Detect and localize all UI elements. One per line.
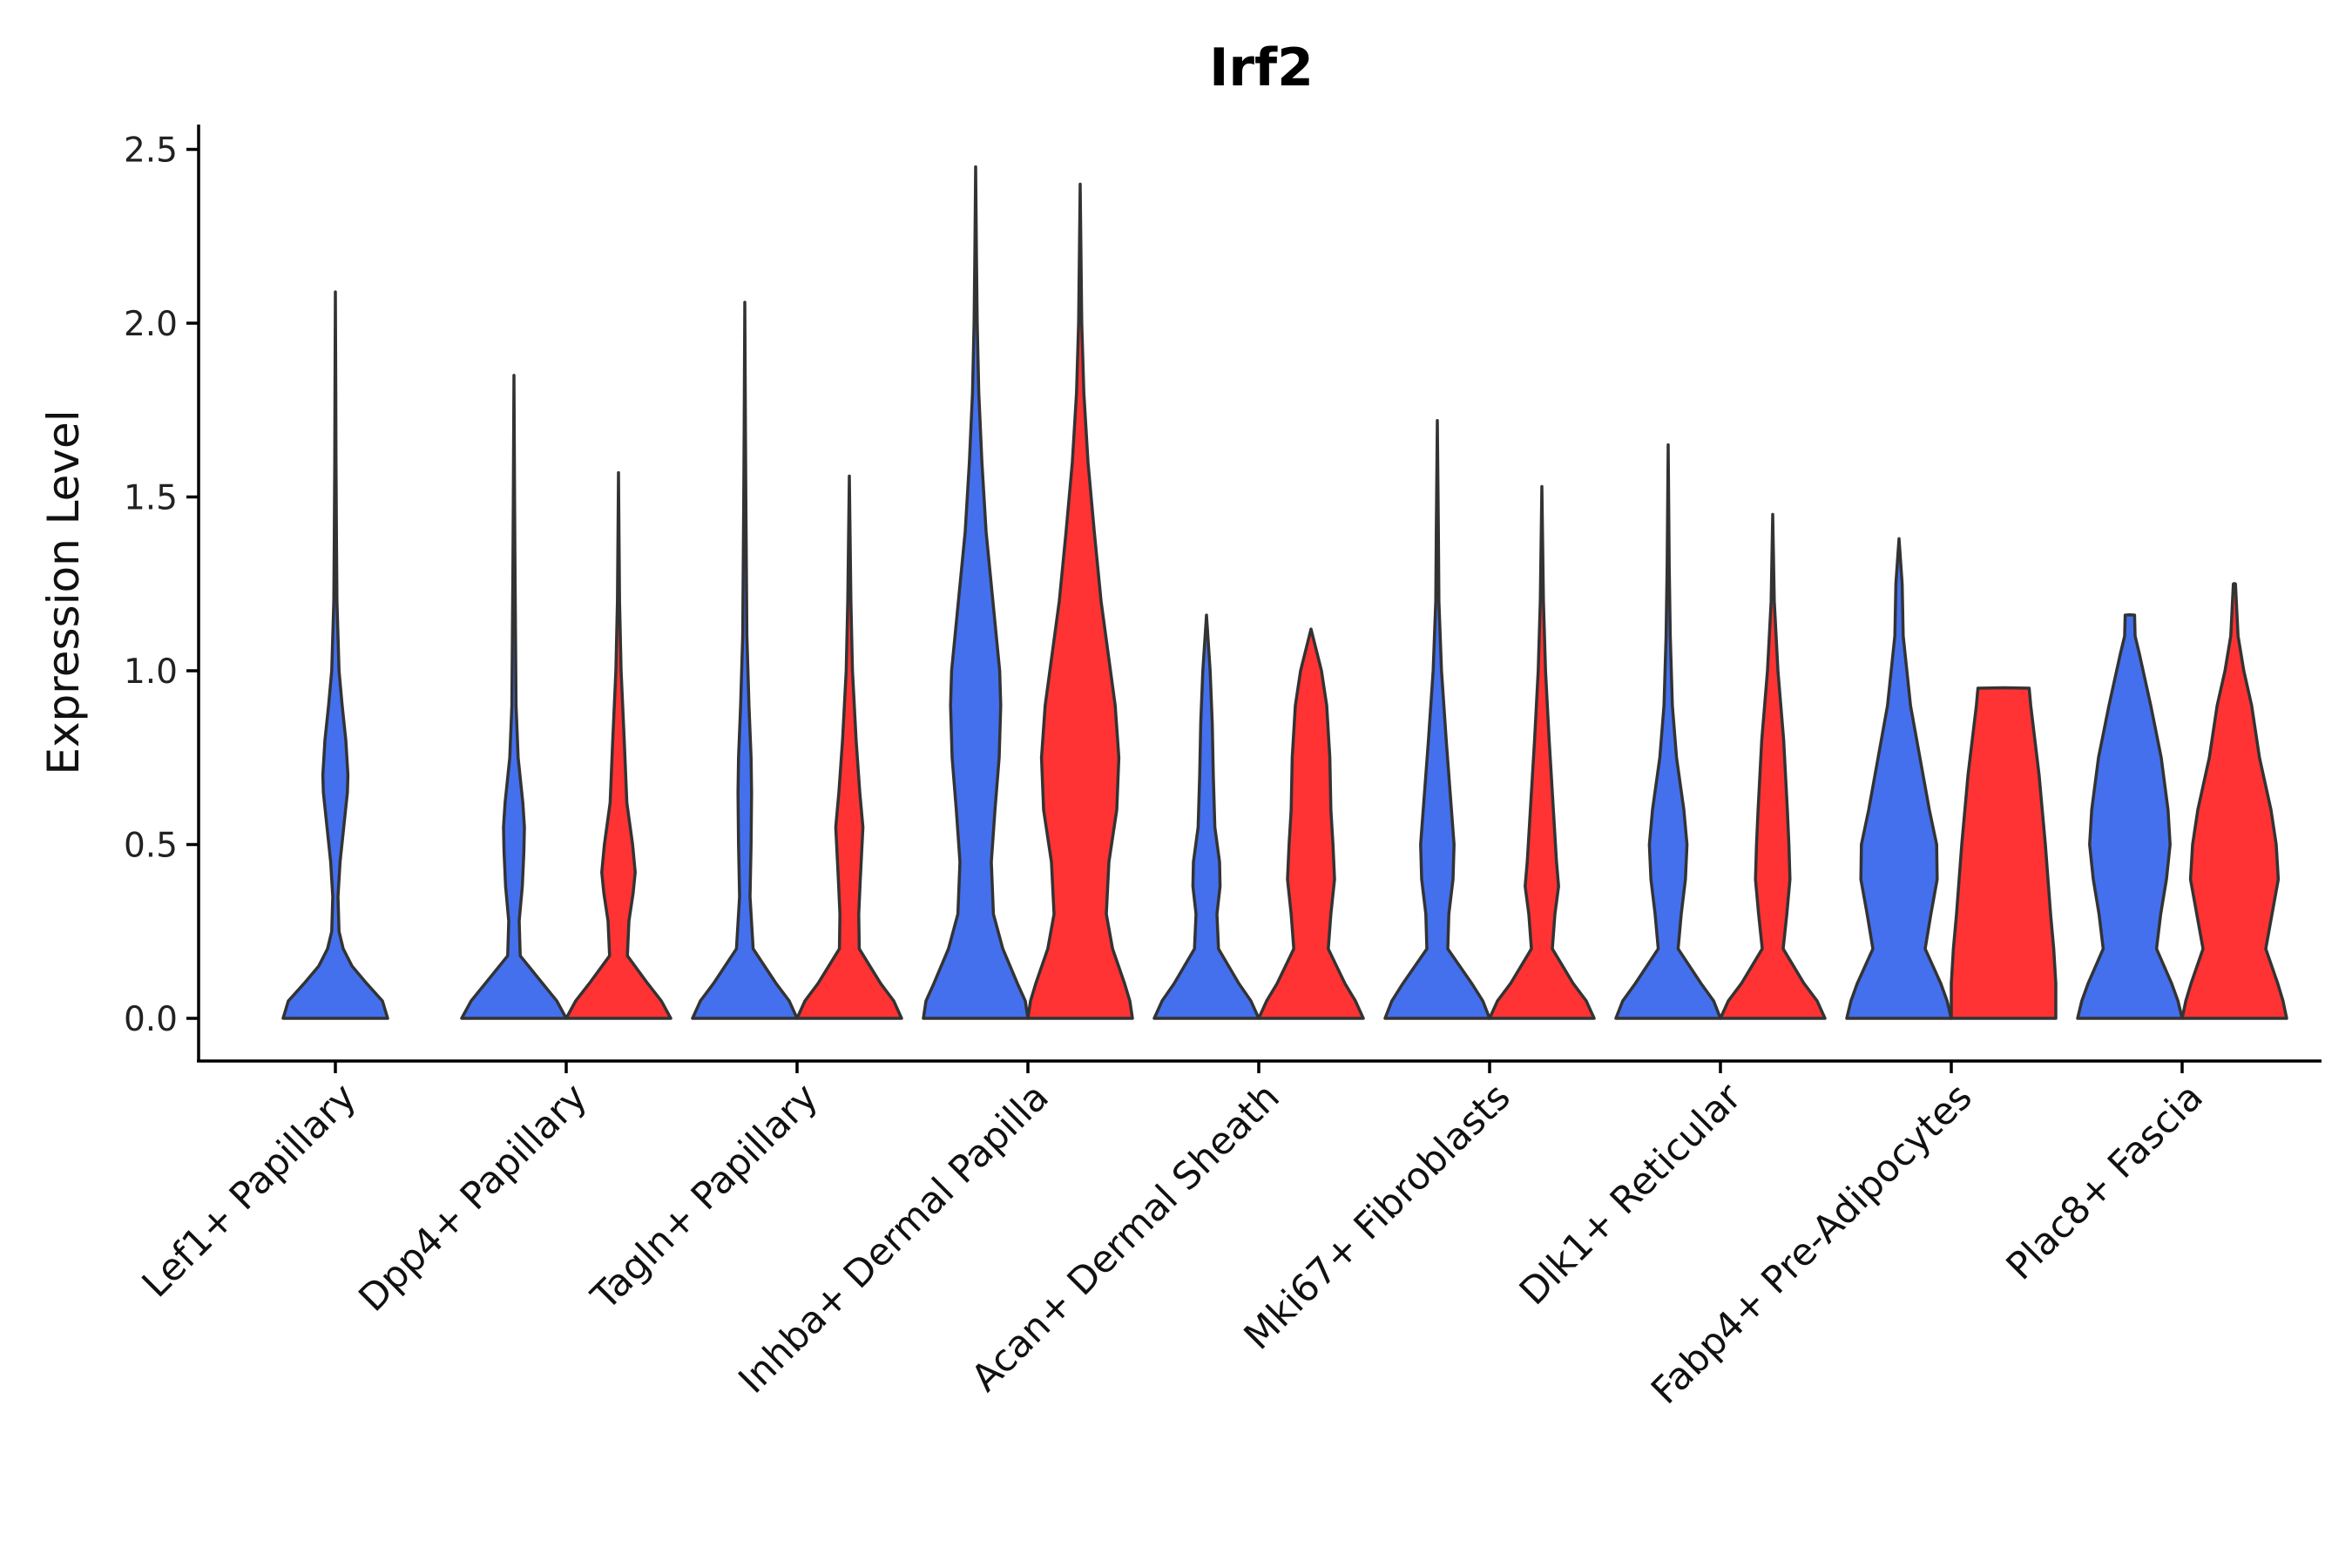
violin-group_1-4 bbox=[1152, 613, 1260, 1020]
x-tick-label: Plac8+ Fascia bbox=[1998, 1075, 2212, 1288]
x-tick-label: Lef1+ Papillary bbox=[134, 1075, 365, 1306]
violin-group_1-0 bbox=[281, 290, 389, 1020]
violins-layer bbox=[281, 165, 2288, 1020]
x-tick-label: Dlk1+ Reticular bbox=[1511, 1075, 1750, 1314]
violin-group_2-6 bbox=[1719, 512, 1827, 1020]
violin-group_2-4 bbox=[1257, 627, 1365, 1020]
violin-group_1-1 bbox=[460, 374, 568, 1020]
violin-group_2-8 bbox=[2180, 582, 2288, 1020]
violin-group_1-8 bbox=[2076, 613, 2184, 1020]
y-tick-label: 0.5 bbox=[124, 827, 178, 866]
y-axis-title: Expression Level bbox=[38, 409, 89, 774]
violin-group_2-5 bbox=[1488, 484, 1596, 1020]
violin-group_1-3 bbox=[922, 165, 1030, 1020]
violin-group_1-2 bbox=[691, 301, 799, 1020]
x-tick-label: Dpp4+ Papillary bbox=[351, 1075, 596, 1320]
violin-group_1-5 bbox=[1383, 418, 1491, 1020]
y-tick-label: 2.0 bbox=[124, 305, 178, 344]
y-tick-label: 1.0 bbox=[124, 652, 178, 692]
violin-group_2-2 bbox=[795, 474, 903, 1020]
violin-group_2-7 bbox=[1950, 686, 2058, 1020]
x-tick-label: Tagln+ Papillary bbox=[583, 1075, 827, 1319]
y-tick-label: 1.5 bbox=[124, 479, 178, 518]
x-tick-label: Mki67+ Fibroblasts bbox=[1236, 1075, 1519, 1358]
y-tick-label: 2.5 bbox=[124, 132, 178, 171]
violin-group_1-7 bbox=[1845, 537, 1953, 1020]
violin-group_2-3 bbox=[1026, 182, 1134, 1020]
violin-group_2-1 bbox=[564, 470, 672, 1020]
violin-group_1-6 bbox=[1614, 443, 1722, 1020]
y-tick-label: 0.0 bbox=[124, 1000, 178, 1039]
y-axis-ticks: 0.0 0.5 1.0 1.5 2.0 2.5 bbox=[124, 132, 199, 1039]
chart-title: Irf2 bbox=[1209, 37, 1314, 98]
